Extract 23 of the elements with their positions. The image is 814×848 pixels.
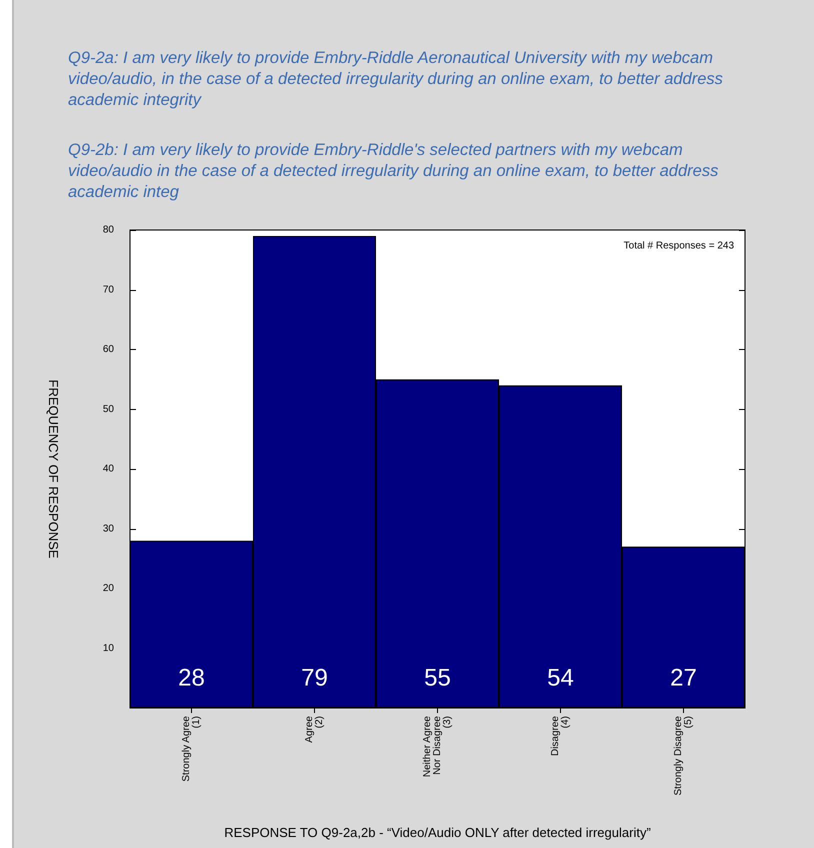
chart-subtitle: Q9-2b: I am very likely to provide Embry-Riddle's selected partners with my webcam video/audio in the case of a detected irregularity during an online exam, to better address academic integ xyxy=(68,140,720,203)
y-tick-label: 20 xyxy=(102,583,114,594)
y-tick-label: 10 xyxy=(102,642,114,654)
annotation: Total # Responses = 243 xyxy=(624,240,734,252)
data-label: 55 xyxy=(424,664,451,692)
x-tick-label: Disagree (4) xyxy=(550,716,571,756)
x-tick-label: Strongly Disagree (5) xyxy=(673,716,694,796)
data-label: 28 xyxy=(178,664,205,692)
y-tick-label: 70 xyxy=(102,284,114,296)
chart-title: Q9-2a: I am very likely to provide Embry-Riddle Aeronautical University with my webcam video/audio, in the case of a detected irregularity during an online exam, to better address academic integrity xyxy=(68,48,724,111)
y-tick-label: 60 xyxy=(102,344,114,355)
x-tick-label: Strongly Agree (1) xyxy=(181,716,202,782)
y-axis-title: FREQUENCY OF RESPONSE xyxy=(46,380,61,559)
y-tick-label: 30 xyxy=(102,523,114,534)
x-tick-label: Neither Agree Nor Disagree (3) xyxy=(422,716,453,778)
data-label: 27 xyxy=(670,664,697,692)
data-label: 79 xyxy=(301,664,328,692)
x-axis-title: RESPONSE TO Q9-2a,2b - “Video/Audio ONLY after detected irregularity” xyxy=(224,825,651,840)
y-tick-label: 50 xyxy=(102,404,114,415)
data-label: 54 xyxy=(547,664,574,692)
y-tick-label: 40 xyxy=(102,464,114,474)
x-tick-label: Agree (2) xyxy=(304,716,325,743)
y-tick-label: 80 xyxy=(102,224,114,236)
